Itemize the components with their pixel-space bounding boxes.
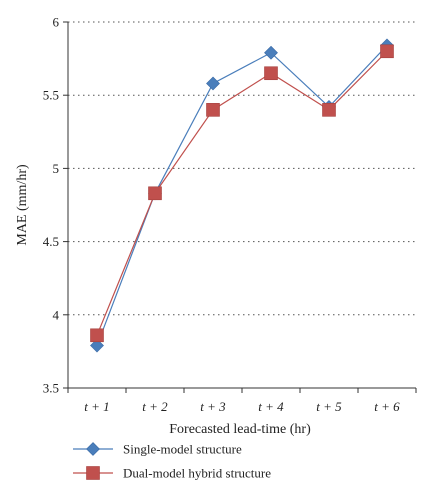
legend-item-2: Dual-model hybrid structure — [73, 466, 271, 481]
y-tick-label: 5 — [53, 161, 60, 176]
x-tick-label: t + 6 — [374, 399, 400, 414]
data-point — [322, 103, 336, 117]
data-point — [206, 103, 220, 117]
x-tick-label: t + 1 — [84, 399, 109, 414]
series-1 — [90, 38, 394, 353]
data-point — [264, 45, 278, 60]
series-line — [96, 50, 388, 336]
y-tick-label: 4 — [53, 307, 60, 322]
y-tick-label: 6 — [53, 15, 60, 30]
x-tick-label: t + 2 — [142, 399, 168, 414]
y-tick-label: 4.5 — [43, 234, 59, 249]
series-line — [96, 45, 388, 346]
y-axis-label: MAE (mm/hr) — [15, 164, 30, 246]
axes — [63, 21, 417, 393]
y-tick-label: 3.5 — [43, 381, 59, 396]
legend: Single-model structure Dual-model hybrid … — [73, 442, 271, 481]
x-tick-label: t + 5 — [316, 399, 342, 414]
data-point — [90, 328, 104, 343]
data-point — [264, 66, 278, 81]
series-2 — [90, 44, 394, 343]
legend-label: Single-model structure — [123, 442, 242, 457]
x-axis-label: Forecasted lead-time (hr) — [169, 422, 311, 437]
legend-label: Dual-model hybrid structure — [123, 466, 271, 481]
legend-item-1: Single-model structure — [73, 442, 242, 457]
data-point — [380, 44, 394, 59]
data-point — [148, 186, 162, 201]
x-tick-labels: t + 1 t + 2 t + 3 t + 4 t + 5 t + 6 — [84, 399, 400, 414]
grid-lines — [68, 21, 416, 316]
square-marker-icon — [86, 466, 100, 480]
x-tick-label: t + 4 — [258, 399, 284, 414]
data-point — [90, 338, 104, 353]
data-point — [206, 76, 220, 91]
data-series — [90, 38, 394, 353]
x-tick-label: t + 3 — [200, 399, 226, 414]
y-tick-labels: 3.5 4 4.5 5 5.5 6 — [43, 15, 60, 396]
diamond-marker-icon — [86, 442, 100, 456]
y-tick-label: 5.5 — [43, 88, 59, 103]
